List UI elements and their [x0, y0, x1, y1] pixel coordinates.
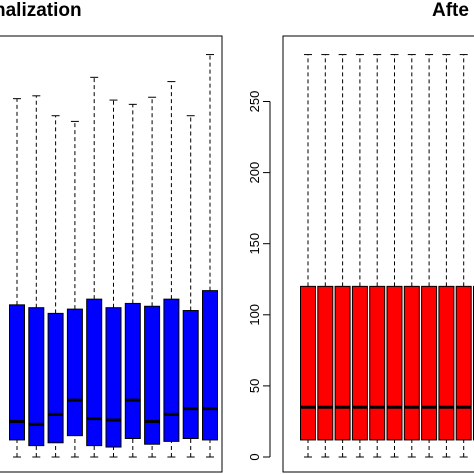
box-body	[47, 312, 64, 444]
box-1	[9, 98, 25, 458]
box-9	[163, 81, 180, 458]
y-tick-label: 250	[247, 91, 262, 113]
left-boxplot-panel	[0, 35, 223, 473]
box-4	[66, 120, 83, 458]
box-body	[66, 308, 83, 437]
panel-frame	[282, 35, 474, 473]
box-body	[386, 285, 403, 441]
box-8	[144, 96, 161, 458]
box-5	[369, 54, 386, 458]
box-body	[86, 298, 103, 447]
box-body	[421, 285, 438, 441]
box-body	[202, 290, 218, 441]
box-body	[351, 285, 368, 441]
box-body	[144, 305, 161, 445]
box-body	[28, 307, 45, 447]
box-body	[317, 285, 334, 441]
box-body	[438, 285, 455, 441]
box-body	[369, 285, 386, 441]
box-body	[105, 307, 122, 448]
y-tick-label: 0	[247, 453, 262, 460]
y-tick-label: 100	[247, 304, 262, 326]
box-6	[386, 54, 403, 458]
box-body	[403, 285, 420, 441]
box-body	[334, 285, 351, 441]
box-1	[300, 54, 316, 458]
box-9	[438, 54, 455, 458]
box-body	[455, 285, 472, 441]
box-body	[163, 298, 180, 442]
box-3	[47, 115, 64, 458]
box-2	[28, 95, 45, 458]
box-4	[351, 54, 368, 458]
box-7	[403, 54, 420, 458]
left-panel-title: nalization	[0, 0, 82, 21]
box-10	[182, 115, 199, 458]
right-panel-title: Afte	[432, 0, 469, 21]
panel-frame	[0, 35, 223, 473]
right-boxplot-panel: 0 50 100 150 200 250	[247, 35, 474, 473]
box-3	[334, 54, 351, 458]
box-11	[202, 54, 218, 458]
box-body	[300, 285, 316, 441]
box-body	[9, 304, 25, 441]
box-5	[86, 76, 103, 458]
box-body	[182, 310, 199, 440]
box-2	[317, 54, 334, 458]
box-10	[455, 54, 472, 458]
box-6	[105, 99, 122, 458]
y-tick-label: 150	[247, 233, 262, 255]
y-tick-label: 200	[247, 162, 262, 184]
y-tick-label: 50	[247, 379, 262, 393]
box-8	[421, 54, 438, 458]
box-body	[124, 302, 141, 440]
box-7	[124, 103, 141, 458]
